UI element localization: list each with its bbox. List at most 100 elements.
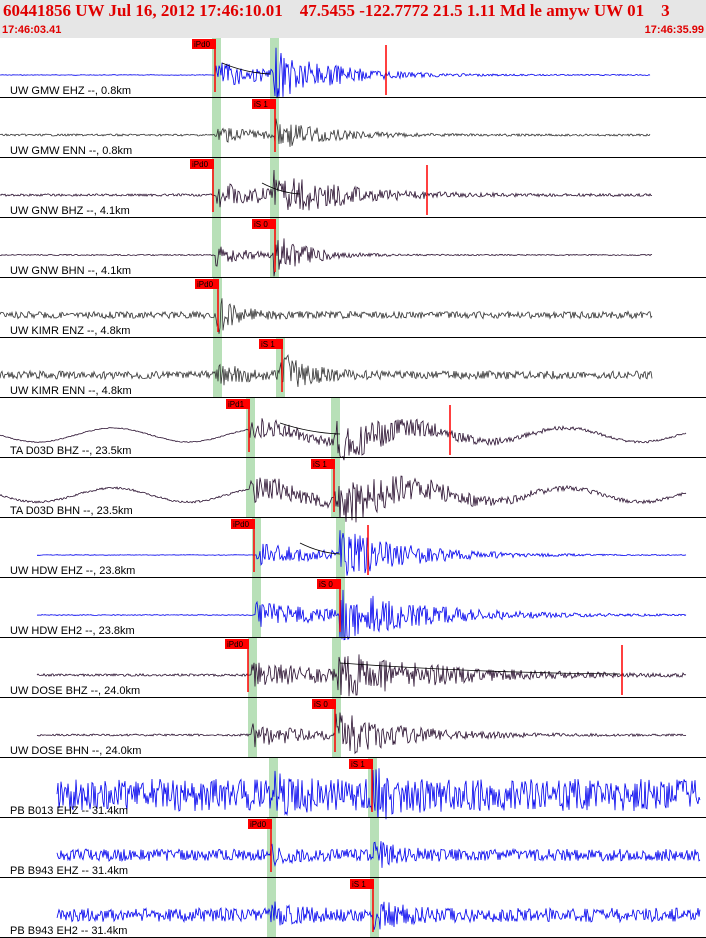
- station-label: UW DOSE BHZ --, 24.0km: [10, 685, 140, 697]
- trace-row: iS 0 UW GNW BHN --, 4.1km: [0, 218, 706, 278]
- pick-window: [246, 458, 255, 518]
- pick-window: [332, 638, 341, 698]
- pick-window: [269, 758, 278, 818]
- station-label: UW GNW BHN --, 4.1km: [10, 265, 131, 277]
- station-label: TA D03D BHN --, 23.5km: [10, 505, 133, 517]
- trace-row: iS 1 UW KIMR ENN --, 4.8km: [0, 338, 706, 398]
- pick-label: iS 1: [352, 880, 366, 889]
- pick-window: [270, 38, 279, 98]
- station-label: UW KIMR ENZ --, 4.8km: [10, 325, 130, 337]
- waveform-trace: [0, 418, 687, 461]
- pick-window: [212, 158, 221, 218]
- pick-label: iPd0: [197, 280, 214, 289]
- pick-window: [370, 878, 379, 938]
- waveform-trace: [0, 47, 651, 102]
- pick-window: [276, 338, 285, 398]
- pick-label: iPd0: [192, 160, 209, 169]
- waveform-trace: [36, 530, 687, 576]
- pick-label-box[interactable]: [312, 699, 336, 709]
- trace-row: iPd0 UW GNW BHZ --, 4.1km: [0, 158, 706, 218]
- pick-window: [370, 818, 379, 878]
- station-label: PB B013 EHZ -- 31.4km: [10, 805, 128, 817]
- station-label: UW GNW BHZ --, 4.1km: [10, 205, 130, 217]
- pick-label: iS 0: [254, 220, 268, 229]
- trace-row: iS 0 UW HDW EH2 --, 23.8km: [0, 578, 706, 641]
- waveform-trace: [0, 475, 687, 523]
- station-label: PB B943 EHZ -- 31.4km: [10, 865, 128, 877]
- trace-row: iS 1 PB B943 EH2 -- 31.4km: [0, 878, 706, 938]
- waveform-trace: [36, 589, 687, 641]
- pick-label-box[interactable]: [231, 519, 255, 529]
- pick-label-box[interactable]: [226, 399, 250, 409]
- pick-window: [331, 458, 340, 518]
- pick-label-box[interactable]: [349, 759, 373, 769]
- trace-row: iS 0 UW DOSE BHN --, 24.0km: [0, 698, 706, 758]
- trace-row: iPd0 UW KIMR ENZ --, 4.8km: [0, 278, 706, 338]
- coda-curve: [339, 662, 621, 675]
- station-label: TA D03D BHZ --, 23.5km: [10, 445, 131, 457]
- station-label: UW GMW ENN --, 0.8km: [10, 145, 132, 157]
- station-label: UW KIMR ENN --, 4.8km: [10, 385, 132, 397]
- pick-label-box[interactable]: [225, 639, 249, 649]
- trace-row: iPd1 TA D03D BHZ --, 23.5km: [0, 398, 706, 461]
- pick-label-box[interactable]: [190, 159, 214, 169]
- pick-label-box[interactable]: [195, 279, 219, 289]
- trace-row: iS 1 UW GMW ENN --, 0.8km: [0, 98, 706, 158]
- trace-row: iPd0 UW DOSE BHZ --, 24.0km: [0, 638, 706, 698]
- trace-row: iS 1 TA D03D BHN --, 23.5km: [0, 458, 706, 523]
- pick-label: iS 0: [319, 580, 333, 589]
- pick-label: iPd1: [228, 400, 245, 409]
- station-label: UW DOSE BHN --, 24.0km: [10, 745, 141, 757]
- pick-label: iPd0: [233, 520, 250, 529]
- pick-label: iS 1: [351, 760, 365, 769]
- waveform-trace: [56, 841, 701, 868]
- pick-window: [212, 218, 221, 278]
- time-end-label: 17:46:35.99: [644, 24, 704, 36]
- waveform-trace: [36, 712, 687, 755]
- waveform-trace: [0, 238, 653, 277]
- trace-row: iPd0 PB B943 EHZ -- 31.4km: [0, 818, 706, 878]
- header-bar: 60441856 UW Jul 16, 2012 17:46:10.01 47.…: [0, 0, 706, 38]
- pick-window: [212, 98, 221, 158]
- station-label: UW GMW EHZ --, 0.8km: [10, 85, 131, 97]
- trace-row: iPd0 UW GMW EHZ --, 0.8km: [0, 38, 706, 102]
- pick-label-box[interactable]: [248, 819, 272, 829]
- event-title: 60441856 UW Jul 16, 2012 17:46:10.01 47.…: [3, 1, 670, 20]
- pick-label-box[interactable]: [311, 459, 335, 469]
- pick-window: [331, 398, 340, 458]
- pick-window: [248, 698, 257, 758]
- pick-label-box[interactable]: [259, 339, 283, 349]
- time-start-label: 17:46:03.41: [2, 24, 62, 36]
- waveform-trace: [0, 354, 653, 387]
- seismogram-panel: iPd0 UW GMW EHZ --, 0.8km iS 1 UW GMW ENN -…: [0, 38, 706, 938]
- pick-label-box[interactable]: [350, 879, 374, 889]
- station-label: PB B943 EH2 -- 31.4km: [10, 925, 127, 937]
- pick-window: [252, 518, 261, 578]
- trace-row: iPd0 UW HDW EHZ --, 23.8km: [0, 518, 706, 578]
- waveform-trace: [0, 298, 653, 334]
- pick-label: iS 1: [261, 340, 275, 349]
- pick-label-box[interactable]: [252, 99, 276, 109]
- pick-label: iPd0: [194, 40, 211, 49]
- pick-label: iS 1: [313, 460, 327, 469]
- waveform-trace: [0, 118, 651, 147]
- pick-label: iS 0: [314, 700, 328, 709]
- pick-label-box[interactable]: [317, 579, 341, 589]
- station-label: UW HDW EHZ --, 23.8km: [10, 565, 135, 577]
- pick-label: iPd0: [227, 640, 244, 649]
- coda-curve: [261, 182, 301, 195]
- station-label: UW HDW EH2 --, 23.8km: [10, 625, 135, 637]
- pick-label-box[interactable]: [192, 39, 216, 49]
- trace-row: iS 1 PB B013 EHZ -- 31.4km: [0, 758, 706, 825]
- waveform-trace: [56, 901, 701, 930]
- coda-curve: [221, 62, 271, 75]
- pick-window: [246, 398, 255, 458]
- pick-window: [332, 698, 341, 758]
- coda-curve: [299, 542, 341, 555]
- pick-label: iPd0: [250, 820, 267, 829]
- coda-curve: [279, 422, 341, 435]
- pick-label-box[interactable]: [252, 219, 276, 229]
- pick-window: [213, 338, 222, 398]
- waveform-trace: [0, 169, 653, 211]
- pick-label: iS 1: [254, 100, 268, 109]
